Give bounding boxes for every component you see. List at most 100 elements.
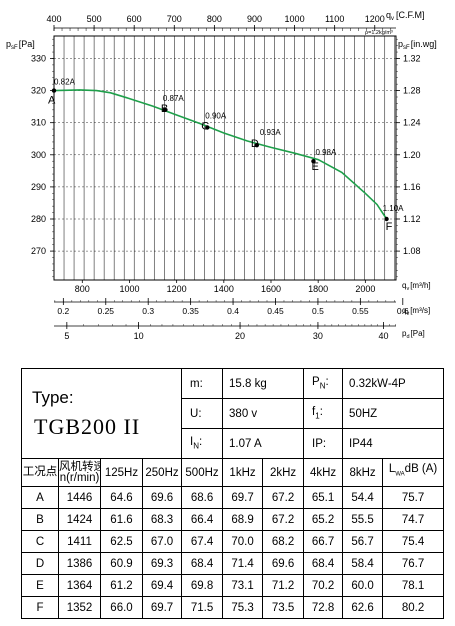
header-speed: 风机转速 n(r/min) — [58, 458, 101, 487]
chart-points-layer: A 0.82A B0.87A C0.90A D0.93A E 0.98A F 1.10A — [48, 78, 404, 233]
row-band: 73.5 — [262, 596, 305, 619]
header-band: 500Hz — [181, 458, 224, 487]
operating-point — [384, 216, 389, 222]
chart-curve-layer — [53, 89, 388, 220]
operating-point — [205, 125, 210, 130]
mass-value: 15.8 kg — [222, 368, 305, 399]
m3s-tick-label: 0.5 — [312, 306, 324, 316]
row-point: A — [21, 486, 59, 509]
row-lwa: 74.7 — [382, 508, 445, 531]
row-band: 62.6 — [342, 596, 384, 619]
pd-tick-label: 10 — [134, 331, 144, 341]
operating-point-current: 0.82A — [54, 78, 76, 87]
operating-point — [311, 159, 316, 164]
noise-table-row: D 1386 60.9 69.3 68.4 71.4 69.6 68.4 58.4 76.7 — [21, 552, 445, 575]
row-band: 68.9 — [222, 508, 264, 531]
row-band: 62.5 — [100, 530, 143, 553]
row-band: 56.7 — [342, 530, 384, 553]
row-band: 58.4 — [342, 552, 384, 575]
power-label: PN: — [303, 368, 344, 399]
noise-table-row: F 1352 66.0 69.7 71.5 75.3 73.5 72.8 62.6 80.2 — [21, 596, 445, 619]
inwg-tick-label: 1.32 — [403, 53, 421, 63]
row-band: 69.7 — [141, 596, 183, 619]
cfm-tick-label: 1200 — [365, 14, 385, 24]
row-band: 67.4 — [181, 530, 224, 553]
row-band: 69.6 — [141, 486, 183, 509]
row-speed: 1352 — [58, 596, 101, 619]
chart-grid — [53, 36, 396, 280]
m3h-tick-label: 1200 — [167, 284, 187, 294]
row-band: 64.6 — [100, 486, 143, 509]
operating-point — [51, 88, 57, 93]
row-band: 69.4 — [141, 574, 183, 597]
type-label: Type: — [32, 387, 74, 407]
row-lwa: 80.2 — [382, 596, 445, 619]
m3s-tick-label: 0.4 — [227, 306, 239, 316]
operating-point-current: 0.98A — [315, 148, 337, 157]
header-band: 4kHz — [303, 458, 344, 487]
operating-point-label: E — [311, 161, 318, 173]
m3s-tick-label: 0.55 — [352, 306, 369, 316]
cfm-tick-label: 400 — [46, 14, 61, 24]
row-band: 54.4 — [342, 486, 384, 509]
row-speed: 1446 — [58, 486, 101, 509]
row-band: 68.6 — [181, 486, 224, 509]
pa-tick-label: 280 — [31, 214, 46, 224]
row-point: C — [21, 530, 59, 553]
row-point: B — [21, 508, 59, 531]
power-value: 0.32kW-4P — [342, 368, 445, 399]
mass-label: m: — [181, 368, 224, 399]
cfm-tick-label: 1100 — [325, 14, 344, 24]
row-band: 66.4 — [181, 508, 224, 531]
row-band: 66.7 — [303, 530, 344, 553]
header-band: 8kHz — [342, 458, 384, 487]
frequency-label: f1: — [303, 398, 344, 429]
row-band: 60.0 — [342, 574, 384, 597]
pa-tick-label: 330 — [31, 53, 46, 63]
operating-point — [254, 142, 260, 148]
cfm-tick-label: 700 — [167, 14, 182, 24]
noise-header-row: 工况点 风机转速 n(r/min) 125Hz 250Hz 500Hz 1kHz … — [21, 458, 445, 487]
row-lwa: 75.4 — [382, 530, 445, 553]
row-band: 68.3 — [141, 508, 183, 531]
row-band: 73.1 — [222, 574, 264, 597]
row-point: F — [21, 596, 59, 619]
row-point: E — [21, 574, 59, 597]
row-point: D — [21, 552, 59, 575]
pd-tick-label: 5 — [64, 331, 69, 341]
m3h-tick-label: 800 — [75, 284, 90, 294]
row-band: 65.1 — [303, 486, 344, 509]
row-speed: 1411 — [58, 530, 101, 553]
noise-table-row: C 1411 62.5 67.0 67.4 70.0 68.2 66.7 56.7 75.4 — [21, 530, 445, 553]
operating-point-label: A — [48, 95, 56, 107]
m3s-axis-title: qv[m³/s] — [402, 306, 430, 317]
plot-frame — [53, 35, 397, 281]
m3h-tick-label: 1400 — [214, 284, 234, 294]
row-band: 61.2 — [100, 574, 143, 597]
header-point: 工况点 — [21, 458, 59, 487]
row-lwa: 78.1 — [382, 574, 445, 597]
pa-tick-label: 270 — [31, 246, 46, 256]
inwg-tick-label: 1.12 — [403, 214, 421, 224]
m3s-tick-label: 0.2 — [57, 306, 69, 316]
row-lwa: 76.7 — [382, 552, 445, 575]
row-band: 67.2 — [262, 508, 305, 531]
cfm-tick-label: 600 — [127, 14, 142, 24]
cfm-tick-label: 800 — [207, 14, 222, 24]
row-band: 66.0 — [100, 596, 143, 619]
pd-tick-label: 30 — [313, 331, 323, 341]
m3s-tick-label: 0.45 — [267, 306, 284, 316]
voltage-label: U: — [181, 398, 224, 429]
cfm-axis-title: qv [C.F.M] — [386, 10, 425, 22]
performance-curve — [53, 89, 388, 220]
m3s-tick-label: 0.25 — [97, 306, 114, 316]
fan-spec-table: Type: TGB200 II m: 15.8 kg PN: 0.32kW-4P… — [20, 368, 445, 619]
operating-point-current: 0.93A — [260, 128, 282, 137]
cfm-tick-label: 500 — [87, 14, 102, 24]
noise-table-row: E 1364 61.2 69.4 69.8 73.1 71.2 70.2 60.0 78.1 — [21, 574, 445, 597]
row-band: 75.3 — [222, 596, 264, 619]
fan-performance-chart: 400 500 600 700 800 900 1000 1100 1200 270 280 290 3… — [6, 10, 437, 341]
row-band: 69.3 — [141, 552, 183, 575]
header-band: 2kHz — [262, 458, 305, 487]
m3h-tick-label: 1000 — [119, 284, 139, 294]
